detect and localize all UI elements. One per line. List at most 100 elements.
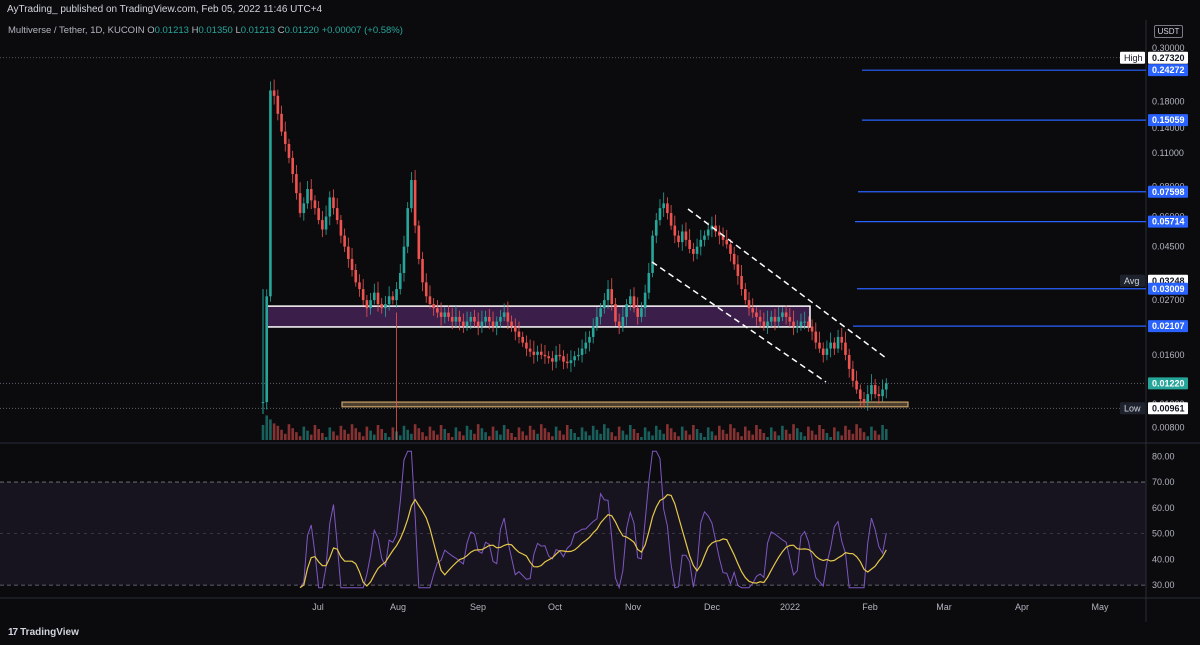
volume-bar bbox=[365, 426, 369, 440]
candle-body bbox=[859, 389, 862, 400]
volume-bar bbox=[313, 425, 317, 440]
publish-bar: AyTrading_ published on TradingView.com,… bbox=[0, 0, 1200, 20]
volume-bar bbox=[640, 437, 643, 440]
volume-bar bbox=[562, 434, 565, 440]
symbol-legend: Multiverse / Tether, 1D, KUCOIN O0.01213… bbox=[8, 25, 403, 36]
candle-body bbox=[347, 246, 350, 259]
candle-body bbox=[643, 292, 647, 309]
price-label-box bbox=[1148, 402, 1188, 415]
volume-bar bbox=[617, 426, 621, 440]
volume-bar bbox=[784, 429, 788, 440]
volume-bar bbox=[621, 430, 625, 440]
volume-bar bbox=[521, 431, 524, 440]
volume-bar bbox=[673, 432, 677, 440]
volume-bar bbox=[740, 436, 743, 440]
candle-body bbox=[358, 282, 361, 290]
volume-bar bbox=[569, 429, 573, 440]
candle-body bbox=[458, 316, 461, 322]
volume-bar bbox=[450, 437, 454, 440]
candle-body bbox=[413, 180, 417, 226]
volume-bar bbox=[343, 429, 346, 440]
candle-body bbox=[847, 354, 851, 369]
volume-bar bbox=[829, 437, 832, 440]
volume-bar bbox=[469, 429, 473, 440]
candle-body bbox=[844, 342, 847, 355]
candle-body bbox=[324, 216, 328, 230]
price-label-value: 0.03248 bbox=[1152, 276, 1185, 286]
candle-body bbox=[321, 220, 324, 230]
price-label-value: 0.02107 bbox=[1152, 321, 1185, 331]
volume-bar bbox=[528, 425, 532, 440]
price-tick-label: 0.18000 bbox=[1152, 96, 1185, 106]
open-value: 0.01213 bbox=[154, 25, 189, 36]
price-tick-label: 0.30000 bbox=[1152, 43, 1185, 53]
candle-body bbox=[573, 356, 576, 361]
candle-body bbox=[480, 321, 484, 327]
candle-body bbox=[595, 316, 599, 327]
candle-body bbox=[833, 342, 836, 349]
price-label-value: 0.00961 bbox=[1152, 403, 1185, 413]
volume-bar bbox=[795, 428, 799, 440]
volume-bar bbox=[769, 427, 773, 440]
volume-bar bbox=[632, 429, 636, 440]
candle-body bbox=[758, 316, 762, 322]
volume-bar bbox=[747, 430, 751, 440]
candle-body bbox=[313, 200, 317, 209]
candle-body bbox=[473, 316, 476, 322]
candle-body bbox=[621, 316, 625, 327]
volume-bar bbox=[335, 435, 339, 440]
candle-body bbox=[821, 348, 825, 355]
rsi-tick-label: 30.00 bbox=[1152, 580, 1175, 590]
candle-body bbox=[506, 312, 510, 322]
candle-body bbox=[443, 312, 447, 317]
volume-bar bbox=[421, 432, 424, 440]
candle-body bbox=[406, 208, 409, 247]
candle-body bbox=[866, 394, 870, 403]
volume-bar bbox=[755, 425, 758, 440]
price-label-box bbox=[1148, 64, 1188, 77]
candle-body bbox=[510, 321, 513, 327]
volume-bar bbox=[680, 426, 684, 440]
price-label-box bbox=[1148, 320, 1188, 333]
volume-bar bbox=[413, 424, 417, 440]
currency-button[interactable]: USDT bbox=[1154, 25, 1183, 38]
price-chart[interactable]: 0.300000.180000.140000.110000.080000.060… bbox=[0, 0, 1200, 622]
volume-bar bbox=[417, 428, 421, 440]
candle-body bbox=[380, 304, 384, 309]
volume-bar bbox=[558, 430, 562, 440]
tradingview-logo[interactable]: 17 TradingView bbox=[8, 627, 79, 638]
volume-bar bbox=[402, 425, 406, 440]
volume-bar bbox=[532, 429, 536, 440]
volume-bar bbox=[476, 424, 480, 440]
volume-bar bbox=[732, 428, 736, 440]
candle-body bbox=[447, 312, 450, 317]
candle-body bbox=[462, 321, 465, 327]
volume-bar bbox=[473, 433, 476, 440]
price-label-box bbox=[1148, 185, 1188, 198]
candle-body bbox=[391, 296, 395, 301]
volume-bar bbox=[406, 429, 409, 440]
candle-body bbox=[777, 316, 780, 322]
candle-body bbox=[335, 208, 339, 221]
volume-bar bbox=[695, 429, 699, 440]
volume-bar bbox=[610, 432, 614, 440]
volume-bar bbox=[807, 426, 810, 440]
channel-lower-line bbox=[651, 261, 827, 383]
candle-body bbox=[606, 289, 610, 301]
price-tick-label: 0.14000 bbox=[1152, 123, 1185, 133]
rsi-tick-label: 80.00 bbox=[1152, 451, 1175, 461]
candle-body bbox=[762, 321, 766, 327]
candle-body bbox=[528, 348, 532, 352]
candle-body bbox=[781, 312, 784, 317]
volume-bar bbox=[499, 434, 502, 440]
volume-bar bbox=[309, 434, 313, 440]
volume-bar bbox=[799, 432, 803, 440]
price-tag-label: Low bbox=[1124, 403, 1141, 413]
candle-body bbox=[766, 321, 769, 327]
volume-bar bbox=[870, 426, 873, 440]
time-tick-label: 2022 bbox=[780, 602, 800, 612]
volume-bar bbox=[565, 425, 569, 440]
volume-bar bbox=[777, 435, 780, 440]
rsi-tick-label: 40.00 bbox=[1152, 554, 1175, 564]
volume-bar bbox=[599, 433, 602, 440]
